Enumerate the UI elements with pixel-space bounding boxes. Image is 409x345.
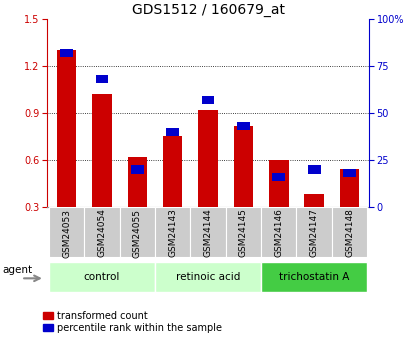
Text: GSM24053: GSM24053 bbox=[62, 208, 71, 257]
Text: retinoic acid: retinoic acid bbox=[175, 272, 240, 282]
Bar bbox=[296, 207, 331, 257]
Bar bbox=[95, 75, 108, 83]
Bar bbox=[49, 207, 84, 257]
Bar bbox=[131, 165, 143, 174]
Legend: transformed count, percentile rank within the sample: transformed count, percentile rank withi… bbox=[39, 307, 226, 337]
Text: agent: agent bbox=[2, 265, 32, 275]
Bar bbox=[155, 207, 190, 257]
Bar bbox=[60, 49, 73, 57]
Bar bbox=[261, 207, 296, 257]
Bar bbox=[155, 262, 261, 292]
Bar bbox=[342, 169, 355, 177]
Bar bbox=[331, 207, 366, 257]
Bar bbox=[268, 160, 288, 207]
Bar bbox=[307, 165, 320, 174]
Bar bbox=[190, 207, 225, 257]
Bar bbox=[92, 94, 111, 207]
Bar bbox=[304, 195, 323, 207]
Bar bbox=[201, 96, 214, 104]
Text: GSM24147: GSM24147 bbox=[309, 208, 318, 257]
Bar bbox=[339, 169, 358, 207]
Bar bbox=[261, 262, 366, 292]
Text: GSM24145: GSM24145 bbox=[238, 208, 247, 257]
Bar bbox=[166, 128, 179, 136]
Title: GDS1512 / 160679_at: GDS1512 / 160679_at bbox=[131, 2, 284, 17]
Bar bbox=[198, 110, 217, 207]
Text: GSM24055: GSM24055 bbox=[133, 208, 142, 257]
Bar bbox=[236, 122, 249, 130]
Text: GSM24054: GSM24054 bbox=[97, 208, 106, 257]
Bar bbox=[233, 126, 252, 207]
Text: GSM24143: GSM24143 bbox=[168, 208, 177, 257]
Text: GSM24148: GSM24148 bbox=[344, 208, 353, 257]
Bar bbox=[272, 173, 284, 181]
Text: GSM24144: GSM24144 bbox=[203, 208, 212, 257]
Bar bbox=[84, 207, 119, 257]
Bar bbox=[163, 137, 182, 207]
Text: trichostatin A: trichostatin A bbox=[278, 272, 348, 282]
Bar bbox=[49, 262, 155, 292]
Bar bbox=[225, 207, 261, 257]
Text: GSM24146: GSM24146 bbox=[274, 208, 283, 257]
Bar bbox=[57, 50, 76, 207]
Bar bbox=[127, 157, 147, 207]
Text: control: control bbox=[83, 272, 120, 282]
Bar bbox=[119, 207, 155, 257]
